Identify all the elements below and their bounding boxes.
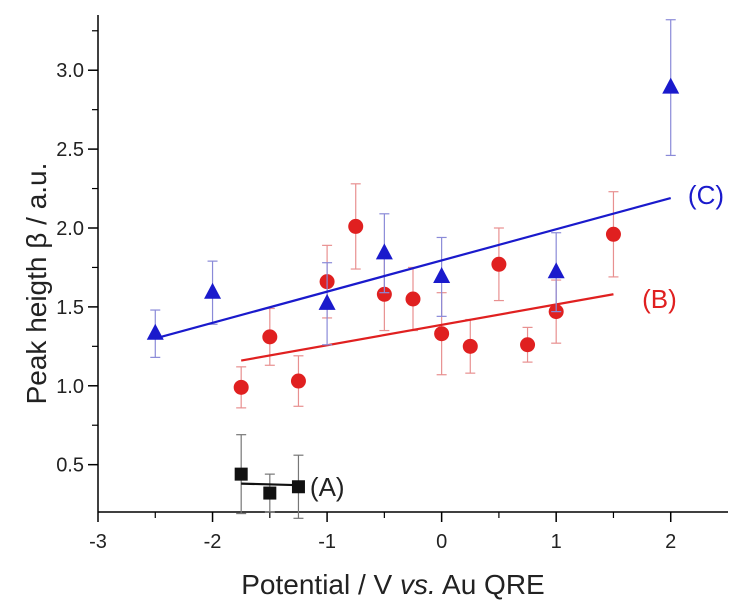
data-point (605, 226, 621, 242)
data-point (146, 323, 164, 340)
series-label: (A) (310, 472, 345, 502)
series-label: (C) (688, 180, 724, 210)
axes (97, 15, 728, 513)
y-tick-label: 1.5 (56, 297, 84, 319)
x-axis-title-part: Au QRE (436, 569, 545, 600)
y-tick-label: 1.0 (56, 376, 84, 398)
data-point (433, 266, 451, 283)
data-point (348, 218, 364, 234)
x-axis-title-part: Potential / V (241, 569, 400, 600)
data-point (462, 338, 478, 354)
data-point (520, 337, 536, 353)
x-axis-title: Potential / V vs. Au QRE (241, 569, 544, 600)
data-point (233, 379, 249, 395)
x-tick-label: 0 (436, 531, 447, 553)
fit-line (240, 293, 614, 362)
x-ticks: -3 -2 -1 0 1 2 (89, 512, 676, 553)
x-tick-label: 1 (551, 531, 562, 553)
y-axis-title: Peak heigth β / a.u. (21, 163, 52, 405)
data-point (234, 467, 248, 481)
data-point (547, 262, 565, 279)
data-point (662, 77, 680, 94)
data-point (434, 326, 450, 342)
x-tick-label: -2 (204, 531, 222, 553)
data-point (375, 243, 393, 260)
data-point (405, 291, 421, 307)
data-point (290, 373, 306, 389)
series-circle: (B) (233, 183, 677, 409)
x-tick-label: 2 (665, 531, 676, 553)
series-square: (A) (234, 434, 345, 519)
data-point (491, 256, 507, 272)
x-tick-label: -3 (89, 531, 107, 553)
series-layer: (A) (B) (C) (146, 19, 724, 519)
fit-line (241, 482, 299, 487)
fit-line (154, 196, 672, 340)
data-point (204, 282, 222, 299)
y-tick-label: 0.5 (56, 455, 84, 477)
x-tick-label: -1 (318, 531, 336, 553)
data-point (376, 286, 392, 302)
series-label: (B) (642, 284, 677, 314)
series-triangle: (C) (146, 19, 724, 358)
y-tick-label: 2.5 (56, 139, 84, 161)
data-point (262, 329, 278, 345)
y-tick-label: 2.0 (56, 218, 84, 240)
data-point (263, 486, 277, 500)
x-axis-title-part: vs. (400, 569, 436, 600)
data-point (318, 293, 336, 310)
y-tick-label: 3.0 (56, 60, 84, 82)
data-point (291, 480, 305, 494)
y-ticks: 0.5 1.0 1.5 2.0 2.5 3.0 (56, 30, 98, 477)
